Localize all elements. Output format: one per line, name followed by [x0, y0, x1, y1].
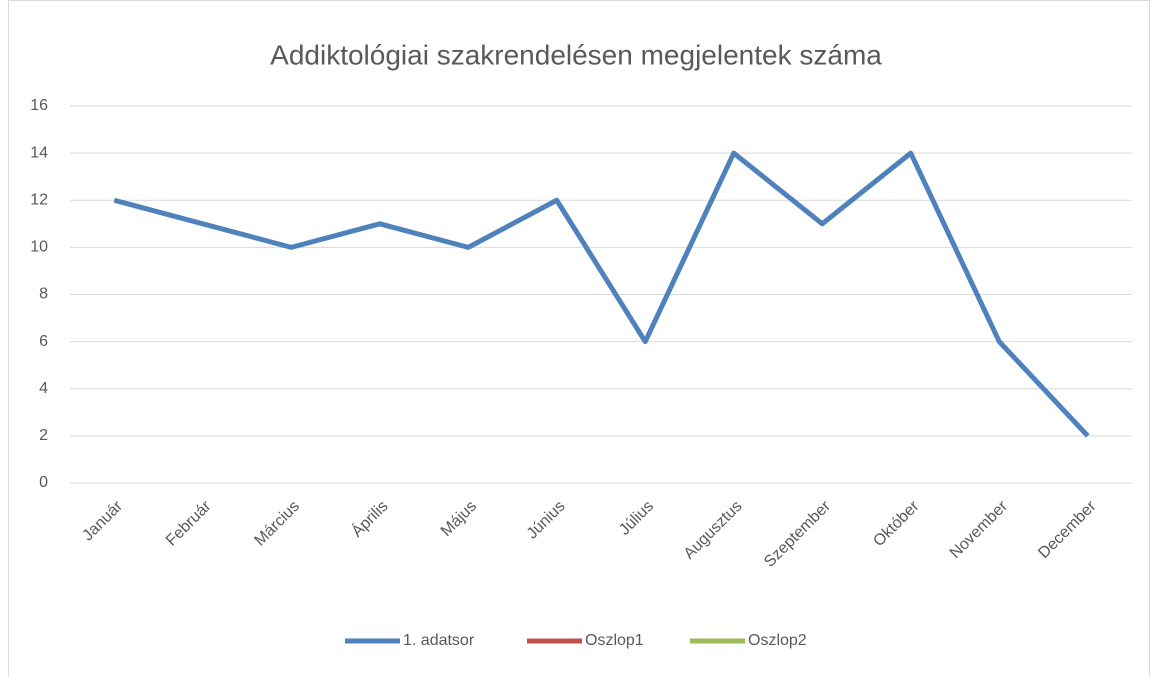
- y-tick-label: 6: [39, 333, 48, 350]
- y-tick-label: 10: [30, 239, 48, 256]
- y-tick-label: 2: [39, 427, 48, 444]
- y-tick-label: 8: [39, 286, 48, 303]
- chart-frame: [8, 0, 1150, 677]
- legend-label: Oszlop2: [748, 632, 807, 649]
- legend-label: 1. adatsor: [403, 632, 475, 649]
- y-tick-label: 0: [39, 474, 48, 491]
- data-line: [113, 150, 1090, 438]
- y-tick-label: 16: [30, 97, 48, 114]
- chart-title: Addiktológiai szakrendelésen megjelentek…: [270, 39, 882, 70]
- y-tick-label: 12: [30, 191, 48, 208]
- y-tick-label: 4: [39, 380, 48, 397]
- y-tick-label: 14: [30, 144, 48, 161]
- legend-label: Oszlop1: [585, 632, 644, 649]
